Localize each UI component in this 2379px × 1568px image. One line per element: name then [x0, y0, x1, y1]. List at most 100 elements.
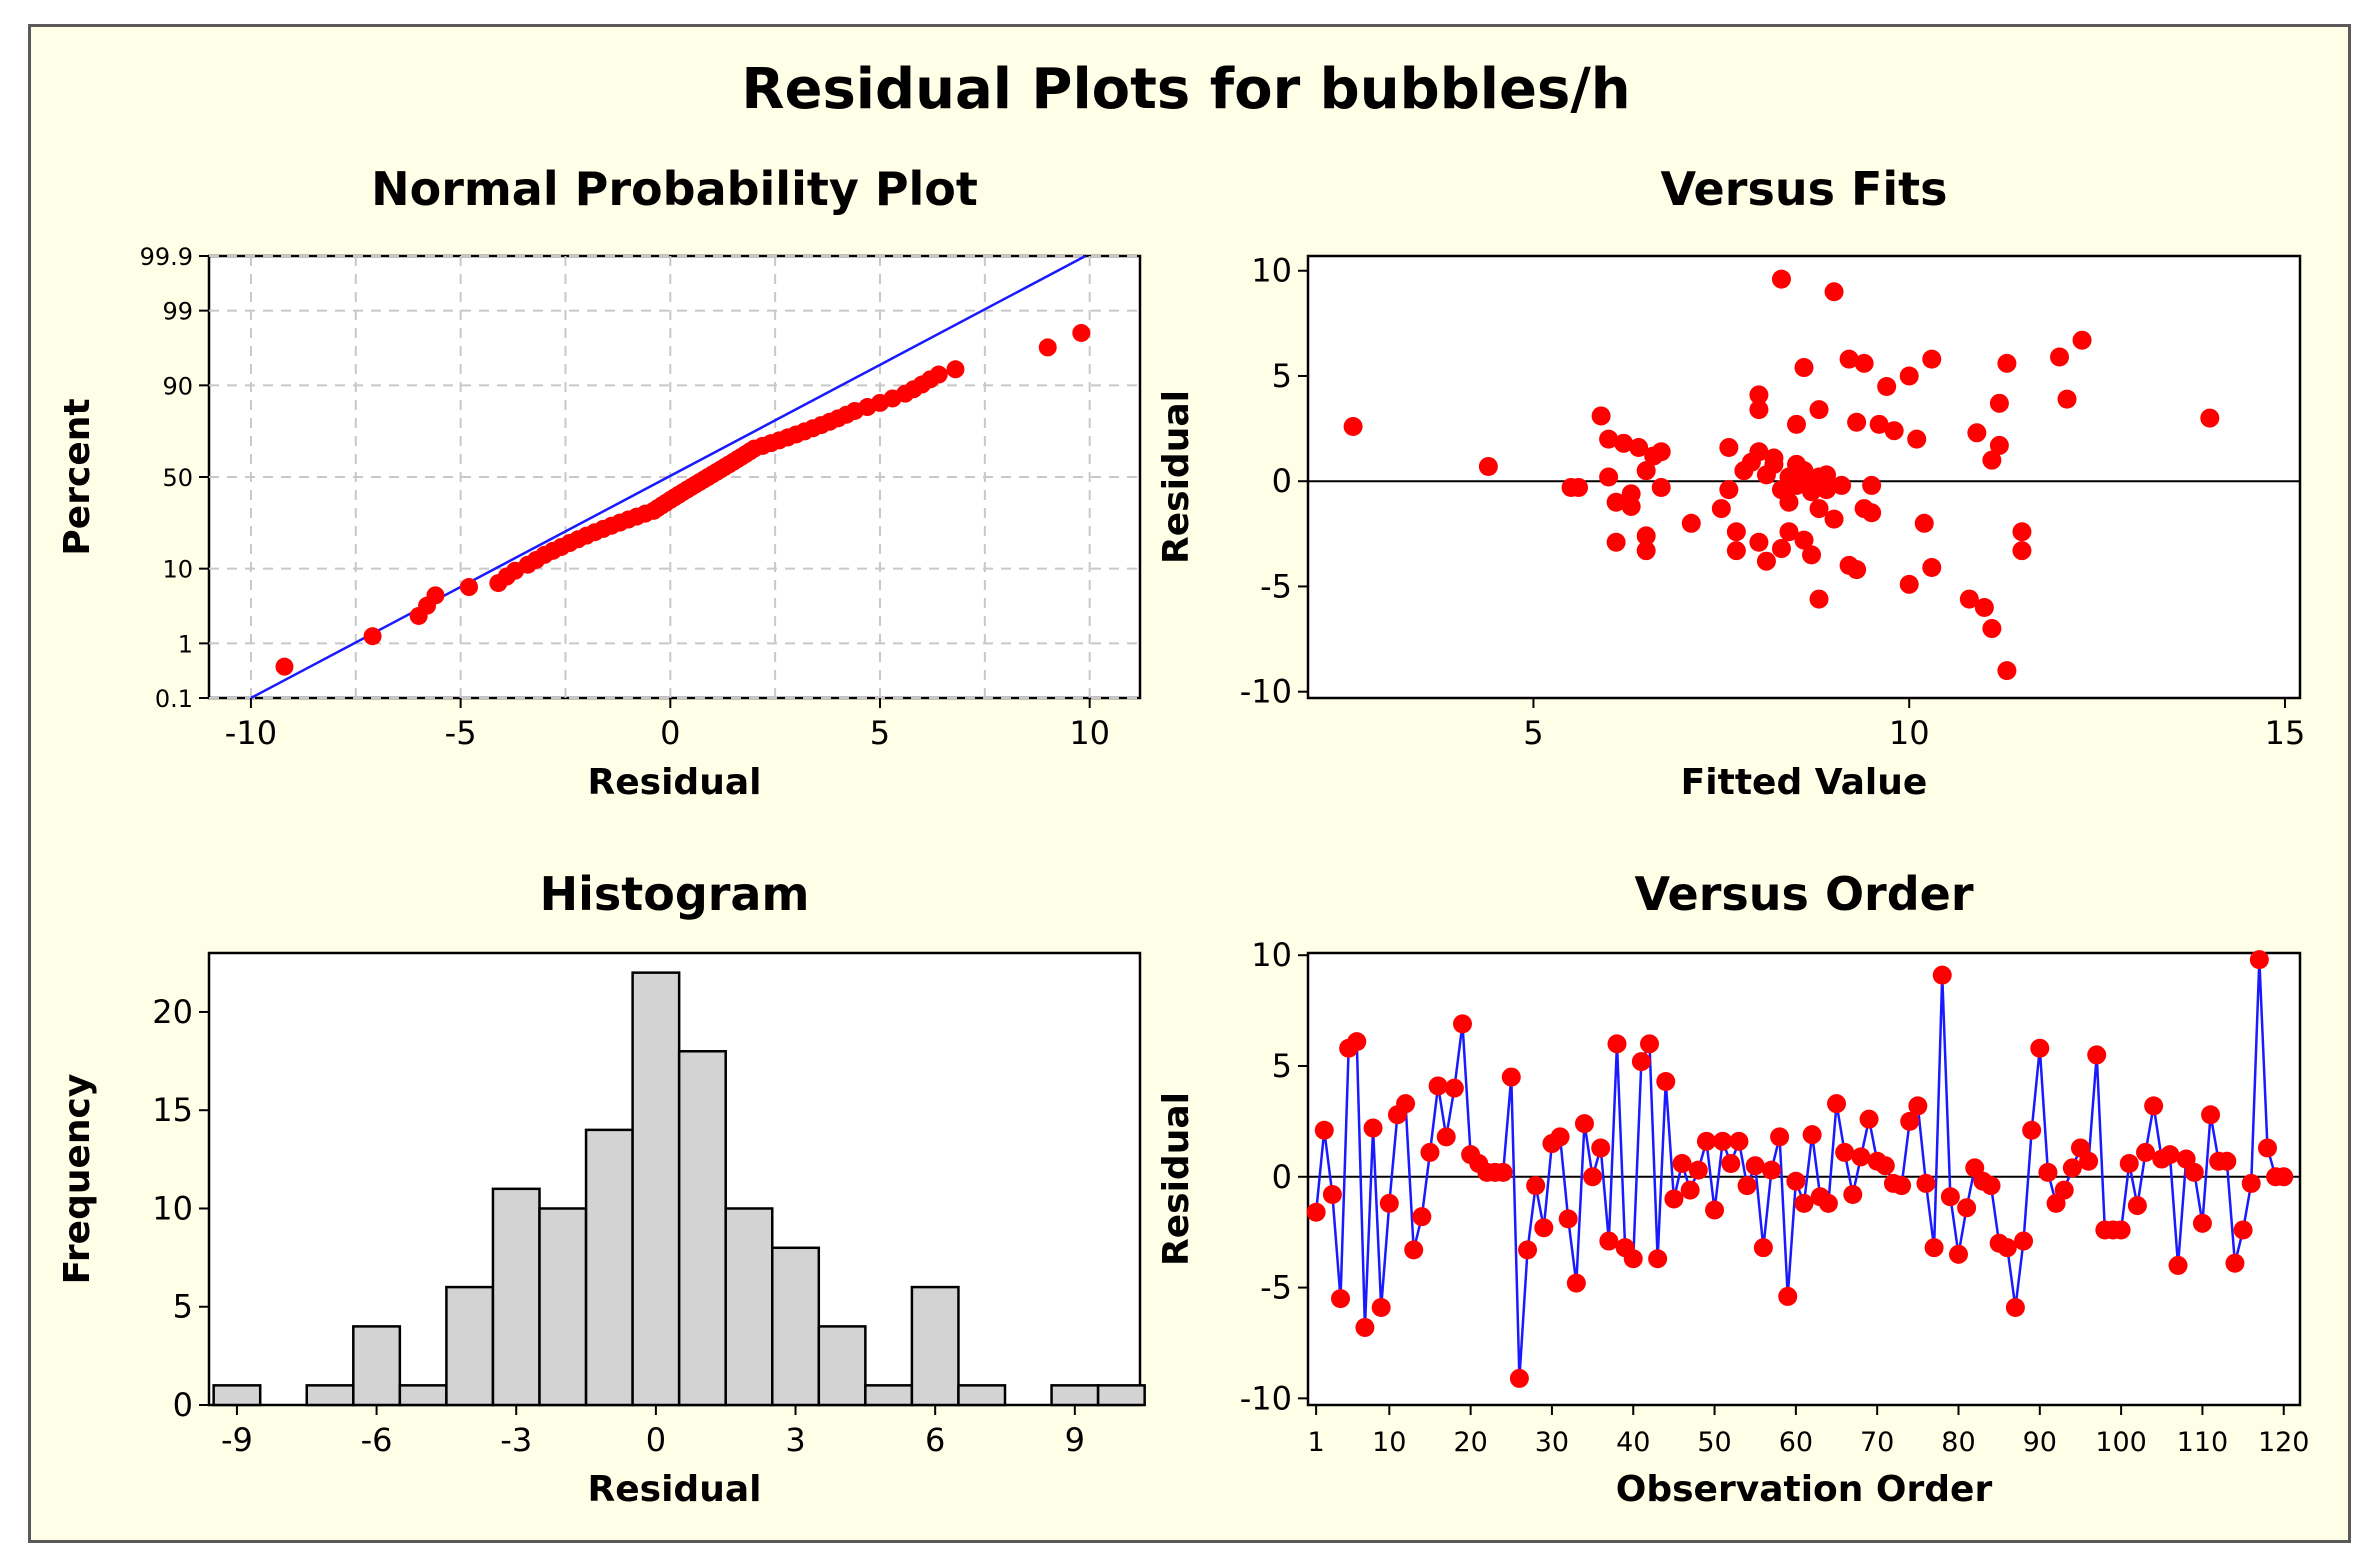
data-point: [1802, 1125, 1822, 1145]
data-point: [2111, 1220, 2131, 1240]
data-point: [1636, 541, 1656, 561]
data-point: [1607, 1034, 1627, 1054]
histogram-plot: Histogram Residual Frequency -9 -6 -3 0 3 6 9 0 5 10…: [57, 867, 1146, 1510]
data-point: [1606, 492, 1626, 512]
data-point: [1899, 366, 1919, 386]
data-point: [1779, 492, 1799, 512]
x-tick-label: 9: [1065, 1421, 1085, 1459]
data-point: [1719, 480, 1739, 500]
data-point: [1606, 532, 1626, 552]
data-point: [460, 578, 479, 597]
data-point: [1859, 1109, 1879, 1129]
data-point: [2257, 1138, 2277, 1158]
y-tick-label: 10: [152, 1189, 193, 1227]
data-point: [1827, 1094, 1847, 1114]
y-axis-label: Residual: [1156, 1092, 1197, 1266]
data-point: [1981, 1176, 2001, 1196]
data-point: [1875, 1156, 1895, 1176]
x-tick-label: 5: [1523, 714, 1543, 752]
data-point: [1818, 1193, 1838, 1213]
x-tick-label: 10: [1069, 714, 1110, 752]
data-point: [1493, 1162, 1513, 1182]
data-point: [2030, 1038, 2050, 1058]
data-point: [1072, 323, 1091, 342]
histogram-bar: [538, 1207, 588, 1407]
histogram-bar: [491, 1187, 541, 1407]
x-tick-label: 30: [1535, 1427, 1569, 1458]
data-point: [2217, 1151, 2237, 1171]
data-point: [1583, 1167, 1603, 1187]
x-tick-label: -10: [225, 714, 277, 752]
x-tick-label: -9: [221, 1421, 253, 1459]
data-point: [1967, 423, 1987, 443]
x-tick-label: 10: [1372, 1427, 1406, 1458]
data-point: [1420, 1142, 1440, 1162]
fit-line: [250, 254, 1087, 700]
data-point: [1908, 1096, 1928, 1116]
histogram-bar: [1096, 1384, 1146, 1407]
data-point: [1452, 1014, 1472, 1034]
data-point: [1599, 467, 1619, 487]
panel-title: Versus Fits: [1660, 162, 1947, 216]
x-tick-label: -6: [361, 1421, 393, 1459]
data-point: [1817, 480, 1837, 500]
data-point: [1518, 1240, 1538, 1260]
data-point: [1916, 1173, 1936, 1193]
data-point: [2005, 1298, 2025, 1318]
data-point: [1651, 478, 1671, 498]
data-point: [1444, 1078, 1464, 1098]
data-point: [1802, 545, 1822, 565]
data-point: [1038, 338, 1057, 357]
data-point: [1794, 358, 1814, 378]
data-point: [1749, 532, 1769, 552]
data-point: [426, 586, 445, 605]
data-point: [1779, 522, 1799, 542]
y-tick-label: 0: [173, 1386, 193, 1424]
data-point: [1371, 1298, 1391, 1318]
data-point: [2144, 1096, 2164, 1116]
histogram-bar: [631, 971, 681, 1407]
data-point: [1591, 1138, 1611, 1158]
y-axis-label: Percent: [57, 398, 98, 555]
data-point: [1786, 414, 1806, 434]
y-tick-label: -5: [1260, 1269, 1292, 1307]
y-tick-label: 1: [178, 630, 193, 658]
x-tick-label: 0: [660, 714, 680, 752]
data-point: [1412, 1207, 1432, 1227]
data-point: [2136, 1142, 2156, 1162]
data-point: [1770, 1127, 1790, 1147]
data-point: [1824, 282, 1844, 302]
data-point: [1648, 1249, 1668, 1269]
data-point: [2038, 1162, 2058, 1182]
histogram-bar: [352, 1325, 402, 1407]
data-point: [1729, 1131, 1749, 1151]
x-tick-label: 60: [1779, 1427, 1813, 1458]
data-point: [1656, 1072, 1676, 1092]
data-point: [1851, 1147, 1871, 1167]
data-point: [1997, 661, 2017, 681]
panel-title: Histogram: [540, 867, 810, 921]
data-point: [1924, 1238, 1944, 1258]
data-point: [1550, 1127, 1570, 1147]
data-point: [2057, 389, 2077, 409]
data-point: [1778, 1286, 1798, 1306]
data-point: [2022, 1120, 2042, 1140]
data-point: [1843, 1185, 1863, 1205]
data-point: [1899, 574, 1919, 594]
data-point: [2127, 1196, 2147, 1216]
data-point: [929, 365, 948, 384]
histogram-bar: [398, 1384, 448, 1407]
histogram-bar: [212, 1384, 262, 1407]
data-point: [1664, 1189, 1684, 1209]
histogram-bar: [864, 1384, 914, 1407]
data-point: [1948, 1244, 1968, 1264]
y-tick-label: 5: [1272, 357, 1292, 395]
data-point: [2072, 330, 2092, 350]
data-point: [1569, 478, 1589, 498]
y-tick-label: 50: [162, 464, 193, 492]
data-point: [1794, 1193, 1814, 1213]
x-tick-label: 50: [1697, 1427, 1731, 1458]
data-point: [2050, 347, 2070, 367]
histogram-bar: [957, 1384, 1007, 1407]
x-tick-label: 120: [2258, 1427, 2310, 1458]
